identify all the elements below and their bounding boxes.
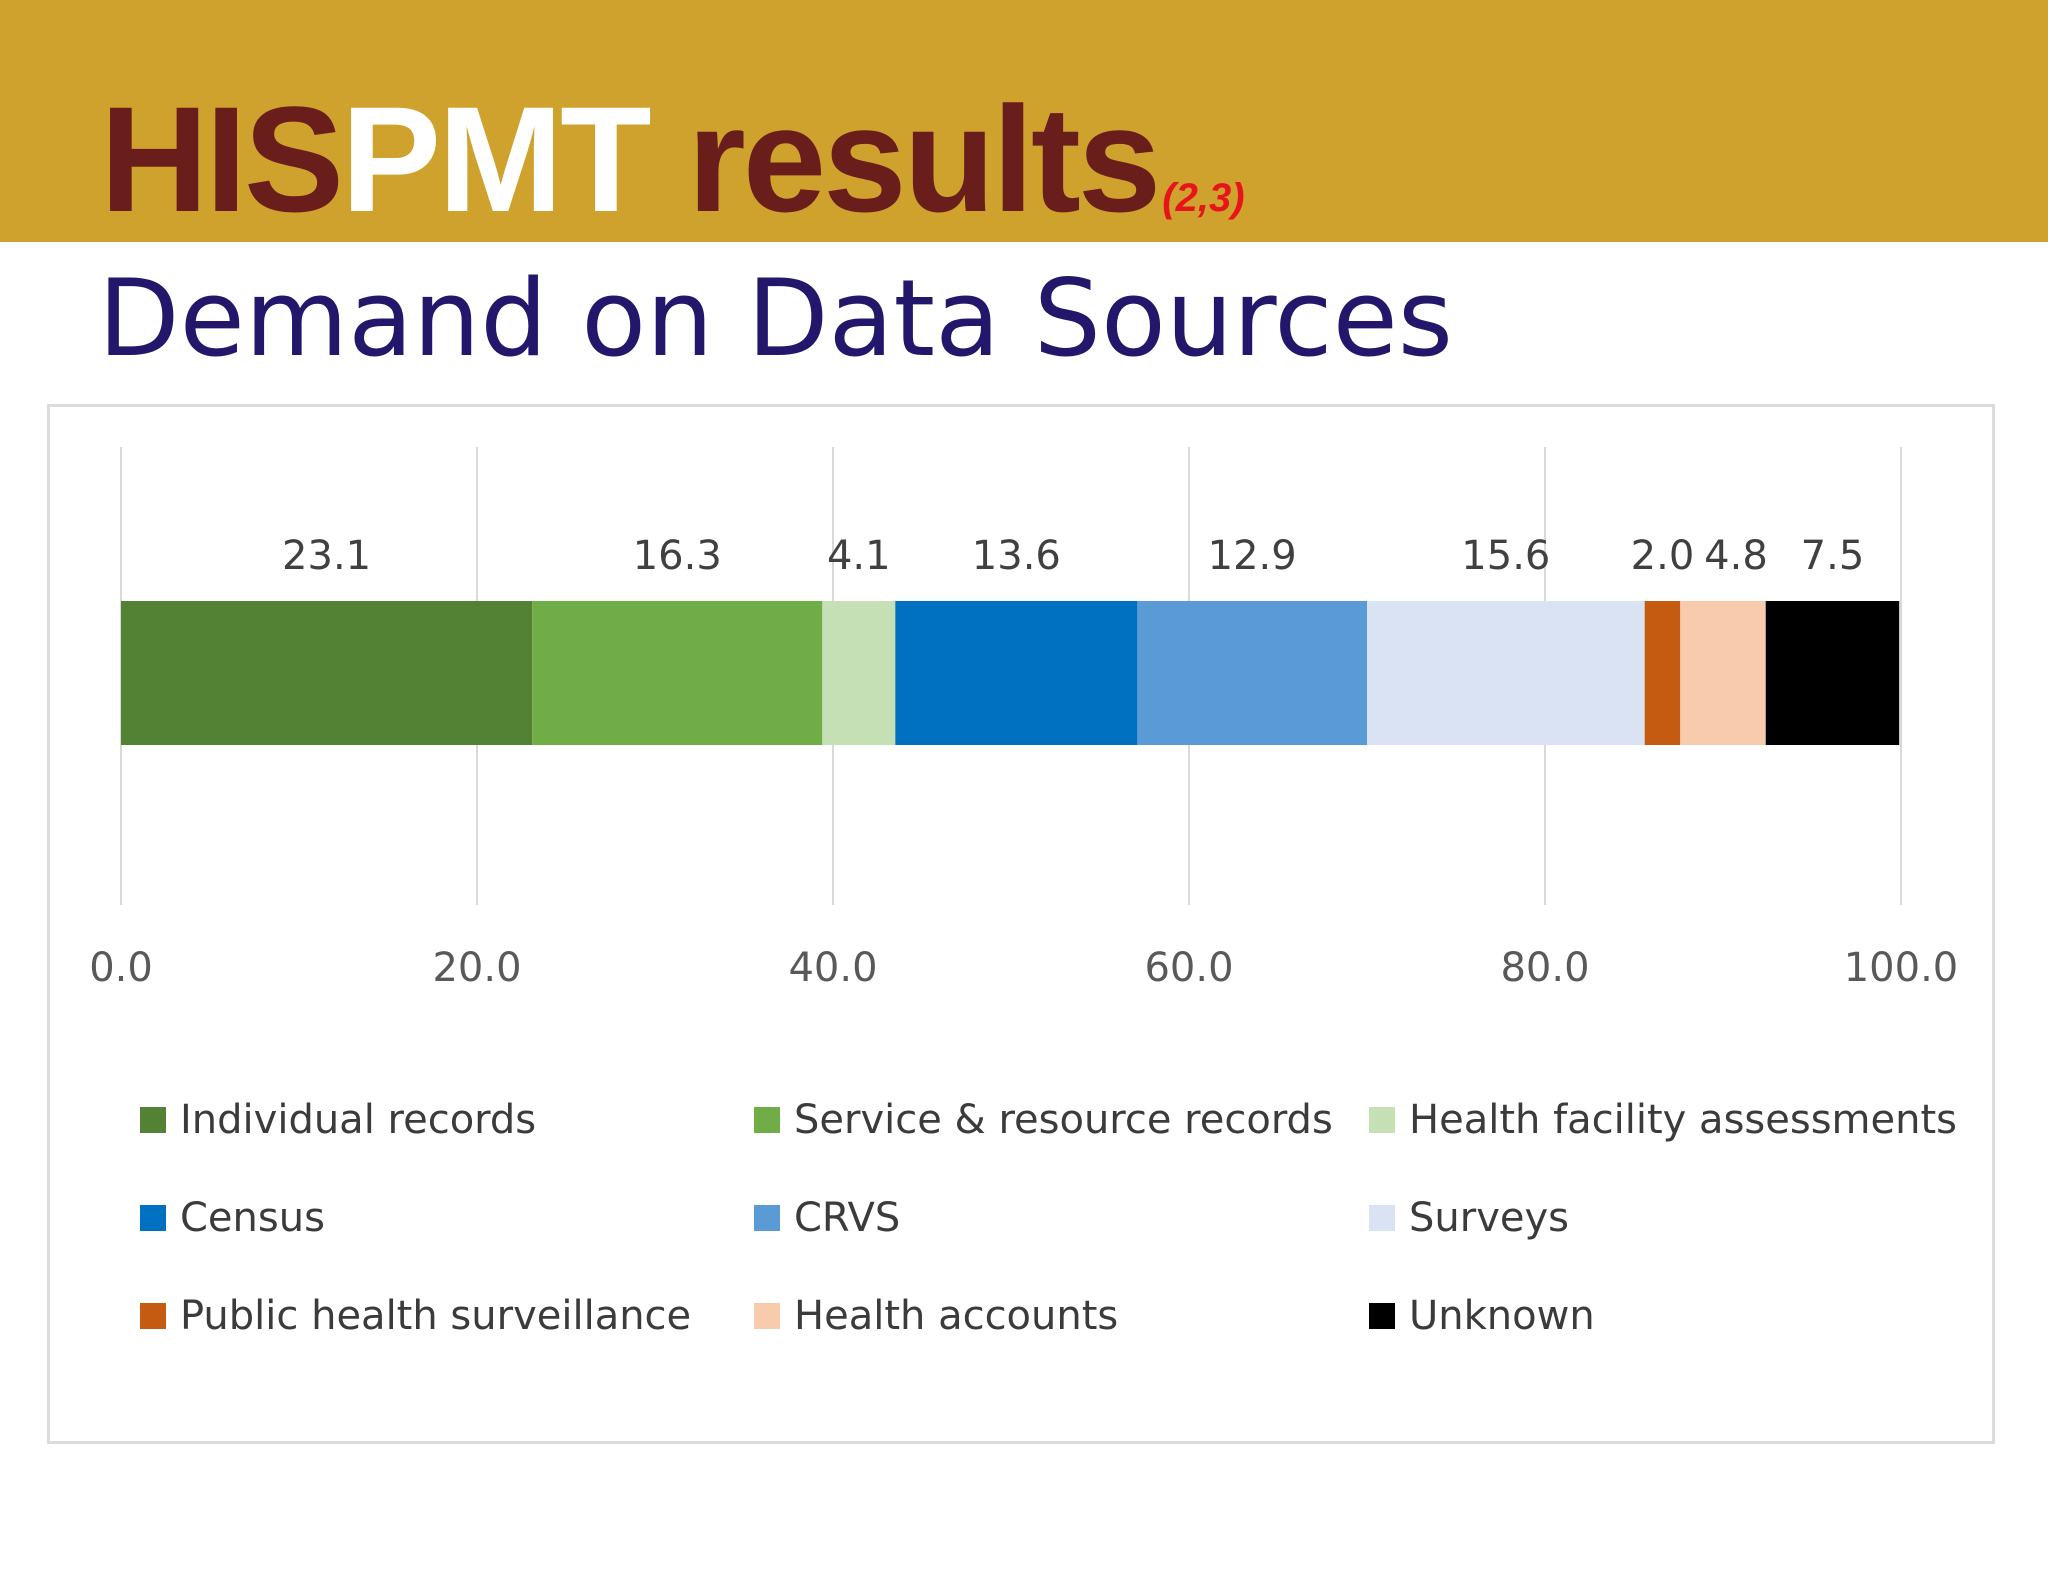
title-results: results [648, 75, 1161, 243]
legend-swatch [1369, 1303, 1395, 1329]
title-banner [0, 0, 2048, 242]
data-label: 4.8 [1704, 533, 1768, 579]
legend-label: Public health surveillance [180, 1293, 692, 1339]
data-label: 12.9 [1208, 533, 1297, 579]
bar-segment [895, 601, 1138, 745]
data-label: 16.3 [633, 533, 722, 579]
legend-label: Surveys [1409, 1195, 1569, 1241]
slide-title: HISPMT results (2,3) [100, 84, 1245, 273]
bar-segment [1137, 601, 1367, 745]
legend-label: Unknown [1409, 1293, 1595, 1339]
x-tick-label: 0.0 [89, 945, 153, 991]
legend-label: Service & resource records [794, 1097, 1333, 1143]
legend-swatch [754, 1205, 780, 1231]
bar-segment [1765, 601, 1900, 745]
legend-swatch [1369, 1107, 1395, 1133]
legend-label: CRVS [794, 1195, 901, 1241]
bar-segment [532, 601, 823, 745]
legend-item: Health facility assessments [1369, 1097, 1957, 1143]
legend-swatch [140, 1303, 166, 1329]
legend-label: Individual records [180, 1097, 537, 1143]
legend-item: Service & resource records [754, 1097, 1333, 1143]
bar-segment [822, 601, 896, 745]
data-label: 15.6 [1461, 533, 1550, 579]
legend-label: Census [180, 1195, 325, 1241]
x-tick-label: 60.0 [1144, 945, 1233, 991]
legend-swatch [1369, 1205, 1395, 1231]
x-tick-label: 80.0 [1500, 945, 1589, 991]
data-label: 4.1 [827, 533, 891, 579]
title-reference: (2,3) [1162, 176, 1245, 220]
bar-segment [121, 601, 533, 745]
legend-item: Unknown [1369, 1293, 1595, 1339]
bar-segment [1644, 601, 1681, 745]
legend-item: CRVS [754, 1195, 900, 1241]
legend-item: Health accounts [754, 1293, 1118, 1339]
legend-item: Individual records [140, 1097, 536, 1143]
legend-swatch [754, 1303, 780, 1329]
x-tick-label: 40.0 [788, 945, 877, 991]
legend-label: Health facility assessments [1409, 1097, 1957, 1143]
data-label: 2.0 [1631, 533, 1695, 579]
data-label: 23.1 [282, 533, 371, 579]
legend-swatch [140, 1205, 166, 1231]
title-his: HIS [100, 75, 344, 243]
chart-frame: 0.0 20.0 40.0 60.0 80.0 100.0 23.1 16.3 4.1 13.6 1… [47, 404, 1995, 1444]
chart-legend: Individual records Service & resource rec… [140, 1097, 2000, 1397]
legend-item: Public health surveillance [140, 1293, 691, 1339]
legend-swatch [754, 1107, 780, 1133]
stacked-bar-chart: 0.0 20.0 40.0 60.0 80.0 100.0 23.1 16.3 4.1 13.6 1… [89, 447, 1959, 991]
legend-item: Surveys [1369, 1195, 1569, 1241]
data-label: 7.5 [1801, 533, 1865, 579]
bar-segment [1367, 601, 1645, 745]
data-label: 13.6 [972, 533, 1061, 579]
slide-subtitle: Demand on Data Sources [98, 257, 1454, 380]
bar-segment [1680, 601, 1766, 745]
legend-item: Census [140, 1195, 325, 1241]
x-tick-label: 20.0 [432, 945, 521, 991]
legend-label: Health accounts [794, 1293, 1119, 1339]
legend-swatch [140, 1107, 166, 1133]
x-tick-label: 100.0 [1844, 945, 1959, 991]
title-pmt: PMT [341, 75, 652, 243]
